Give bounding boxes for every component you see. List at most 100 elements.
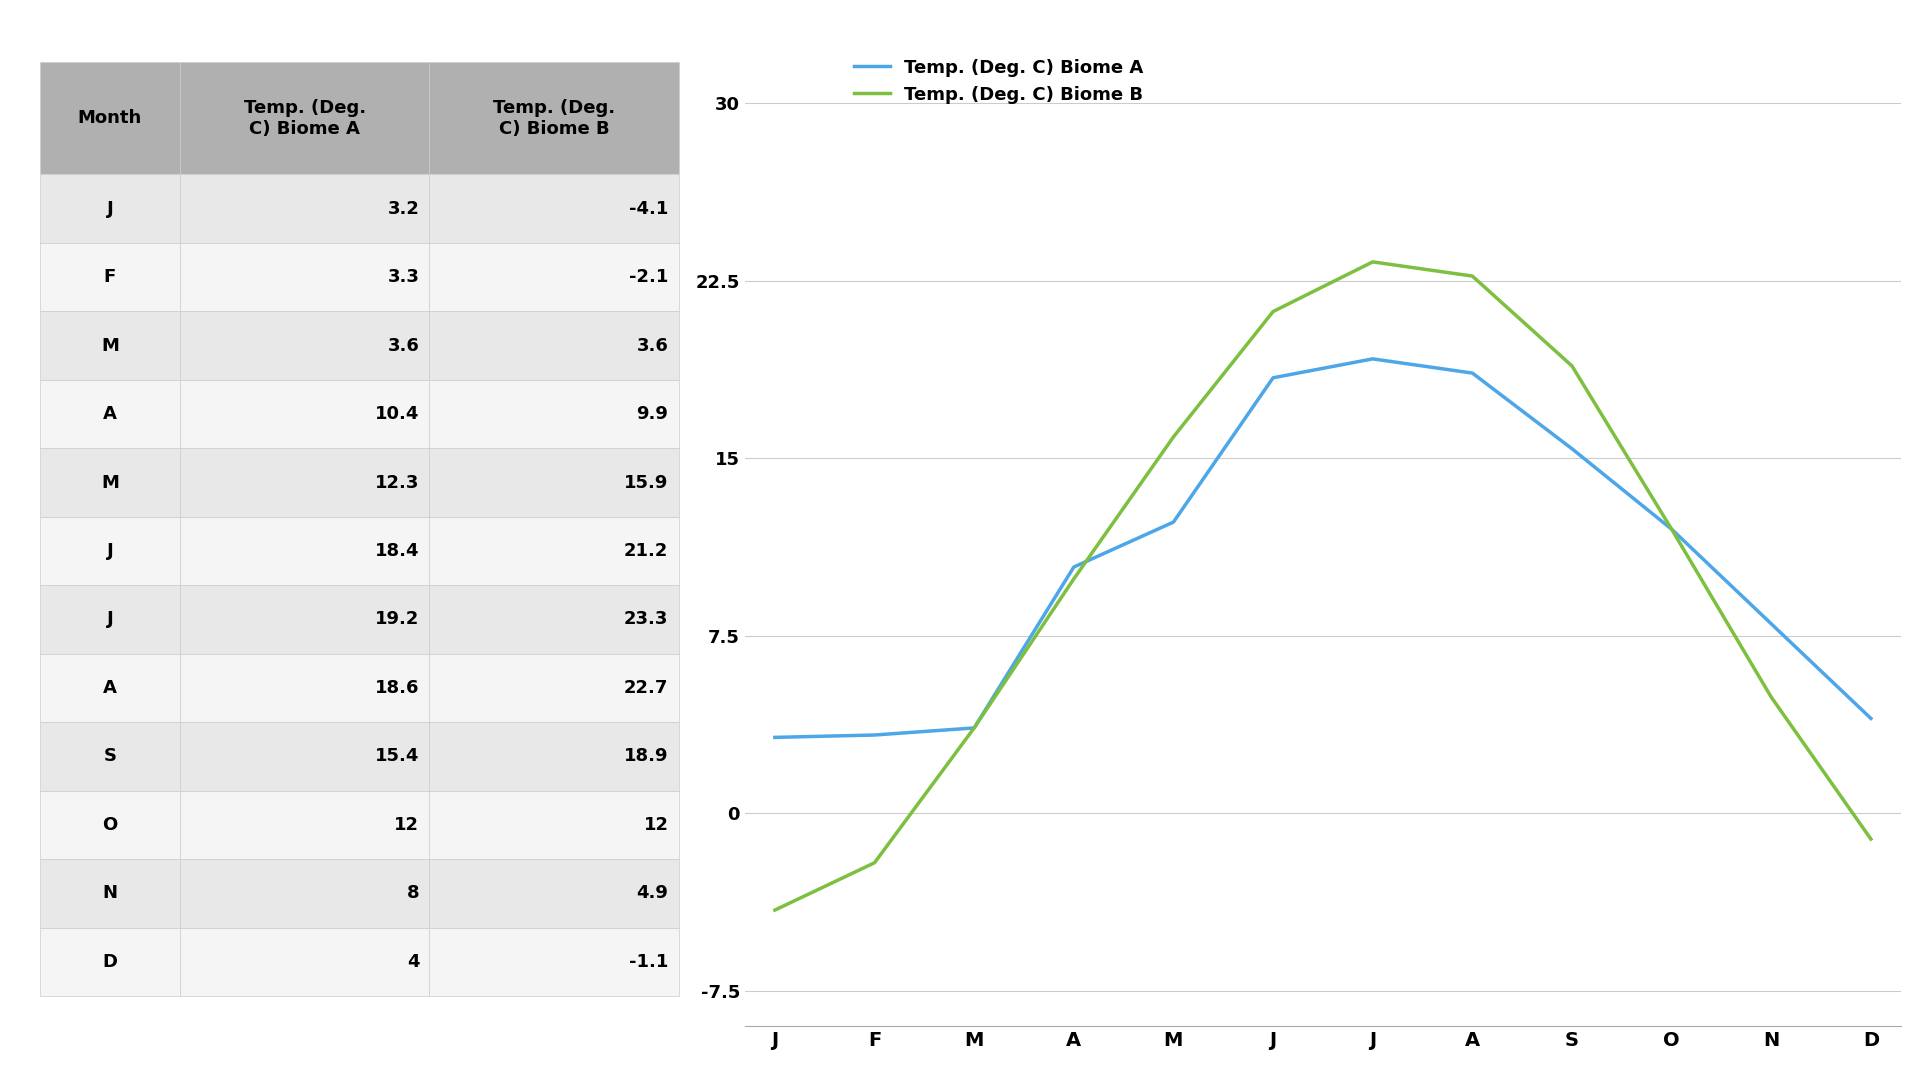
- FancyBboxPatch shape: [180, 723, 430, 791]
- FancyBboxPatch shape: [180, 448, 430, 516]
- Text: 21.2: 21.2: [624, 542, 668, 561]
- Text: 3.2: 3.2: [388, 200, 419, 217]
- FancyBboxPatch shape: [180, 311, 430, 380]
- Text: M: M: [102, 473, 119, 491]
- Temp. (Deg. C) Biome A: [1561, 443, 1584, 456]
- FancyBboxPatch shape: [40, 174, 180, 243]
- Temp. (Deg. C) Biome A: [1261, 372, 1284, 384]
- Temp. (Deg. C) Biome A: [1761, 618, 1784, 631]
- FancyBboxPatch shape: [180, 653, 430, 723]
- FancyBboxPatch shape: [180, 63, 430, 174]
- FancyBboxPatch shape: [430, 653, 678, 723]
- FancyBboxPatch shape: [180, 380, 430, 448]
- Temp. (Deg. C) Biome B: [1461, 270, 1484, 283]
- Text: A: A: [104, 679, 117, 697]
- FancyBboxPatch shape: [40, 516, 180, 585]
- Text: N: N: [102, 885, 117, 903]
- Temp. (Deg. C) Biome A: [1859, 712, 1882, 725]
- FancyBboxPatch shape: [180, 585, 430, 653]
- Text: -2.1: -2.1: [630, 268, 668, 286]
- Text: 3.6: 3.6: [388, 337, 419, 354]
- FancyBboxPatch shape: [180, 174, 430, 243]
- Text: M: M: [102, 337, 119, 354]
- FancyBboxPatch shape: [40, 380, 180, 448]
- Text: D: D: [102, 953, 117, 971]
- Temp. (Deg. C) Biome B: [1859, 833, 1882, 846]
- FancyBboxPatch shape: [180, 243, 430, 311]
- Temp. (Deg. C) Biome B: [764, 904, 787, 917]
- Text: 3.3: 3.3: [388, 268, 419, 286]
- FancyBboxPatch shape: [430, 723, 678, 791]
- Text: Temp. (Deg.
C) Biome A: Temp. (Deg. C) Biome A: [244, 99, 367, 137]
- Temp. (Deg. C) Biome A: [1162, 515, 1185, 528]
- Temp. (Deg. C) Biome B: [1361, 255, 1384, 268]
- FancyBboxPatch shape: [430, 174, 678, 243]
- Line: Temp. (Deg. C) Biome A: Temp. (Deg. C) Biome A: [776, 359, 1870, 738]
- Temp. (Deg. C) Biome B: [1062, 572, 1085, 585]
- Temp. (Deg. C) Biome A: [962, 721, 985, 734]
- Text: Temp. (Deg.
C) Biome B: Temp. (Deg. C) Biome B: [493, 99, 614, 137]
- FancyBboxPatch shape: [430, 928, 678, 996]
- FancyBboxPatch shape: [40, 723, 180, 791]
- Text: Month: Month: [79, 109, 142, 127]
- Line: Temp. (Deg. C) Biome B: Temp. (Deg. C) Biome B: [776, 261, 1870, 910]
- Text: 3.6: 3.6: [637, 337, 668, 354]
- Temp. (Deg. C) Biome B: [1661, 523, 1684, 536]
- Temp. (Deg. C) Biome A: [1062, 561, 1085, 573]
- FancyBboxPatch shape: [180, 516, 430, 585]
- Text: 4.9: 4.9: [637, 885, 668, 903]
- Text: 4: 4: [407, 953, 419, 971]
- Temp. (Deg. C) Biome A: [764, 731, 787, 744]
- FancyBboxPatch shape: [180, 928, 430, 996]
- Text: A: A: [104, 405, 117, 423]
- Temp. (Deg. C) Biome A: [1661, 523, 1684, 536]
- Temp. (Deg. C) Biome B: [962, 721, 985, 734]
- Text: 18.6: 18.6: [374, 679, 419, 697]
- Text: 8: 8: [407, 885, 419, 903]
- Legend: Temp. (Deg. C) Biome A, Temp. (Deg. C) Biome B: Temp. (Deg. C) Biome A, Temp. (Deg. C) B…: [847, 52, 1150, 111]
- Text: 18.4: 18.4: [374, 542, 419, 561]
- Temp. (Deg. C) Biome B: [1761, 691, 1784, 704]
- Temp. (Deg. C) Biome A: [862, 729, 885, 742]
- FancyBboxPatch shape: [40, 585, 180, 653]
- Text: 18.9: 18.9: [624, 747, 668, 766]
- Temp. (Deg. C) Biome B: [1261, 305, 1284, 318]
- FancyBboxPatch shape: [40, 243, 180, 311]
- Text: 9.9: 9.9: [637, 405, 668, 423]
- Temp. (Deg. C) Biome A: [1461, 366, 1484, 379]
- Temp. (Deg. C) Biome A: [1361, 352, 1384, 365]
- FancyBboxPatch shape: [430, 380, 678, 448]
- FancyBboxPatch shape: [430, 516, 678, 585]
- FancyBboxPatch shape: [430, 311, 678, 380]
- Text: 23.3: 23.3: [624, 610, 668, 629]
- FancyBboxPatch shape: [40, 791, 180, 860]
- Text: 12.3: 12.3: [374, 473, 419, 491]
- Text: 22.7: 22.7: [624, 679, 668, 697]
- FancyBboxPatch shape: [40, 653, 180, 723]
- FancyBboxPatch shape: [430, 448, 678, 516]
- Text: 12: 12: [394, 816, 419, 834]
- Text: O: O: [102, 816, 117, 834]
- FancyBboxPatch shape: [180, 791, 430, 860]
- FancyBboxPatch shape: [180, 860, 430, 928]
- Text: 15.9: 15.9: [624, 473, 668, 491]
- FancyBboxPatch shape: [430, 63, 678, 174]
- FancyBboxPatch shape: [40, 311, 180, 380]
- Temp. (Deg. C) Biome B: [1162, 431, 1185, 444]
- Text: J: J: [106, 200, 113, 217]
- FancyBboxPatch shape: [40, 63, 180, 174]
- FancyBboxPatch shape: [430, 791, 678, 860]
- FancyBboxPatch shape: [40, 448, 180, 516]
- Text: 10.4: 10.4: [374, 405, 419, 423]
- Text: J: J: [106, 610, 113, 629]
- FancyBboxPatch shape: [430, 243, 678, 311]
- Text: -1.1: -1.1: [630, 953, 668, 971]
- Text: F: F: [104, 268, 115, 286]
- Text: 12: 12: [643, 816, 668, 834]
- FancyBboxPatch shape: [430, 860, 678, 928]
- Text: 15.4: 15.4: [374, 747, 419, 766]
- Temp. (Deg. C) Biome B: [862, 856, 885, 869]
- Text: S: S: [104, 747, 117, 766]
- Text: 19.2: 19.2: [374, 610, 419, 629]
- FancyBboxPatch shape: [40, 928, 180, 996]
